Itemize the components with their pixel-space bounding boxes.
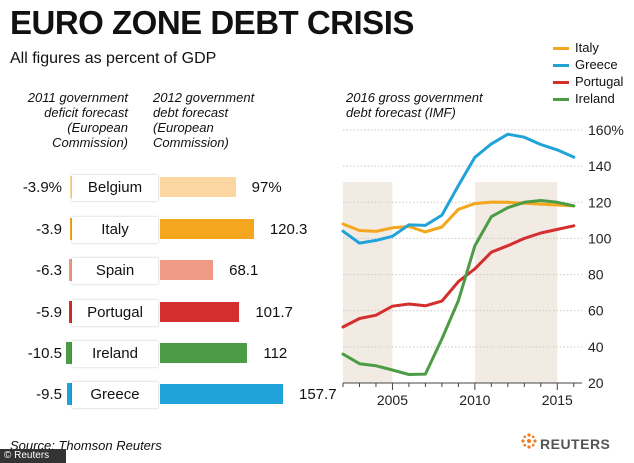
deficit-value-italy: -3.9 — [36, 221, 62, 238]
country-row-italy: -3.9 Italy 120.3 — [0, 213, 320, 247]
deficit-column-header: 2011 government deficit forecast (Europe… — [10, 90, 128, 150]
deficit-value-spain: -6.3 — [36, 262, 62, 279]
country-row-greece: -9.5 Greece 157.7 — [0, 378, 337, 412]
photo-credit: © Reuters — [0, 449, 66, 463]
brand-name: REUTERS — [540, 436, 611, 452]
series-line-greece — [341, 132, 576, 245]
deficit-bar-italy — [69, 218, 72, 240]
deficit-header-line: (European — [67, 120, 128, 135]
y-tick-label: 120 — [588, 194, 612, 210]
series-line-italy — [341, 200, 576, 234]
country-label-italy: Italy — [72, 217, 158, 243]
country-label-spain: Spain — [72, 258, 158, 284]
debt-column-header: 2012 government debt forecast (European … — [153, 90, 254, 150]
shaded-band — [474, 182, 558, 383]
y-tick-label: 80 — [588, 267, 604, 283]
country-label-greece: Greece — [72, 382, 158, 408]
legend-swatch-italy — [553, 47, 569, 50]
x-tick-label: 2010 — [459, 392, 490, 408]
debt-header-line: Commission) — [153, 135, 229, 150]
debt-bar-spain — [160, 260, 214, 280]
series-line-portugal — [341, 224, 576, 329]
country-row-spain: -6.3 Spain 68.1 — [0, 254, 320, 288]
deficit-value-portugal: -5.9 — [36, 304, 62, 321]
debt-value-italy: 120.3 — [269, 221, 308, 238]
line-chart-header: 2016 gross government debt forecast (IMF… — [346, 90, 483, 120]
debt-value-ireland: 112 — [263, 345, 288, 362]
legend-swatch-greece — [553, 64, 569, 67]
shaded-band — [343, 182, 393, 383]
country-row-ireland: -10.5 Ireland 112 — [0, 337, 320, 371]
x-tick-label: 2015 — [542, 392, 573, 408]
y-tick-label: 20 — [588, 375, 604, 391]
deficit-value-ireland: -10.5 — [27, 345, 62, 362]
legend-swatch-ireland — [553, 98, 569, 101]
country-row-portugal: -5.9 Portugal 101.7 — [0, 296, 320, 330]
y-tick-label: 140 — [588, 158, 612, 174]
debt-value-belgium: 97% — [251, 179, 282, 196]
deficit-bar-greece — [66, 383, 72, 405]
debt-header-line: 2012 government — [153, 90, 255, 105]
debt-header-line: debt forecast — [153, 105, 229, 120]
country-row-belgium: -3.9% Belgium 97% — [0, 171, 320, 205]
debt-bar-italy — [160, 219, 254, 239]
country-label-portugal: Portugal — [72, 300, 158, 326]
debt-header-line: (European — [153, 120, 214, 135]
y-tick-label: 100 — [588, 230, 612, 246]
debt-value-greece: 157.7 — [299, 386, 337, 403]
legend-label: Ireland — [575, 91, 615, 106]
deficit-bar-spain — [68, 259, 72, 281]
deficit-header-line: Commission) — [52, 135, 128, 150]
deficit-value-belgium: -3.9% — [22, 179, 62, 196]
reuters-logo-icon — [521, 433, 537, 449]
page-title: EURO ZONE DEBT CRISIS — [10, 4, 414, 41]
debt-bar-portugal — [160, 302, 240, 322]
legend-label: Italy — [575, 40, 599, 55]
debt-value-portugal: 101.7 — [255, 304, 293, 321]
deficit-header-line: deficit forecast — [44, 105, 128, 120]
x-tick-label: 2005 — [377, 392, 408, 408]
country-label-belgium: Belgium — [72, 175, 158, 201]
country-label-ireland: Ireland — [72, 341, 158, 367]
deficit-bar-portugal — [68, 301, 72, 323]
line-header-line: 2016 gross government — [346, 90, 483, 105]
debt-bar-ireland — [160, 343, 248, 363]
legend-label: Greece — [575, 57, 618, 72]
deficit-bar-belgium — [69, 176, 72, 198]
legend-label: Portugal — [575, 74, 624, 89]
y-tick-label: 40 — [588, 339, 604, 355]
debt-bar-greece — [160, 384, 283, 404]
debt-bar-belgium — [160, 177, 236, 197]
series-line-ireland — [341, 199, 576, 376]
deficit-header-line: 2011 government — [27, 90, 128, 105]
line-header-line: debt forecast (IMF) — [346, 105, 456, 120]
y-tick-label: 60 — [588, 303, 604, 319]
deficit-value-greece: -9.5 — [36, 386, 62, 403]
y-tick-label: 160% — [588, 122, 624, 138]
page-subtitle: All figures as percent of GDP — [10, 50, 217, 67]
debt-value-spain: 68.1 — [229, 262, 259, 279]
deficit-bar-ireland — [66, 342, 72, 364]
legend-swatch-portugal — [553, 81, 569, 84]
